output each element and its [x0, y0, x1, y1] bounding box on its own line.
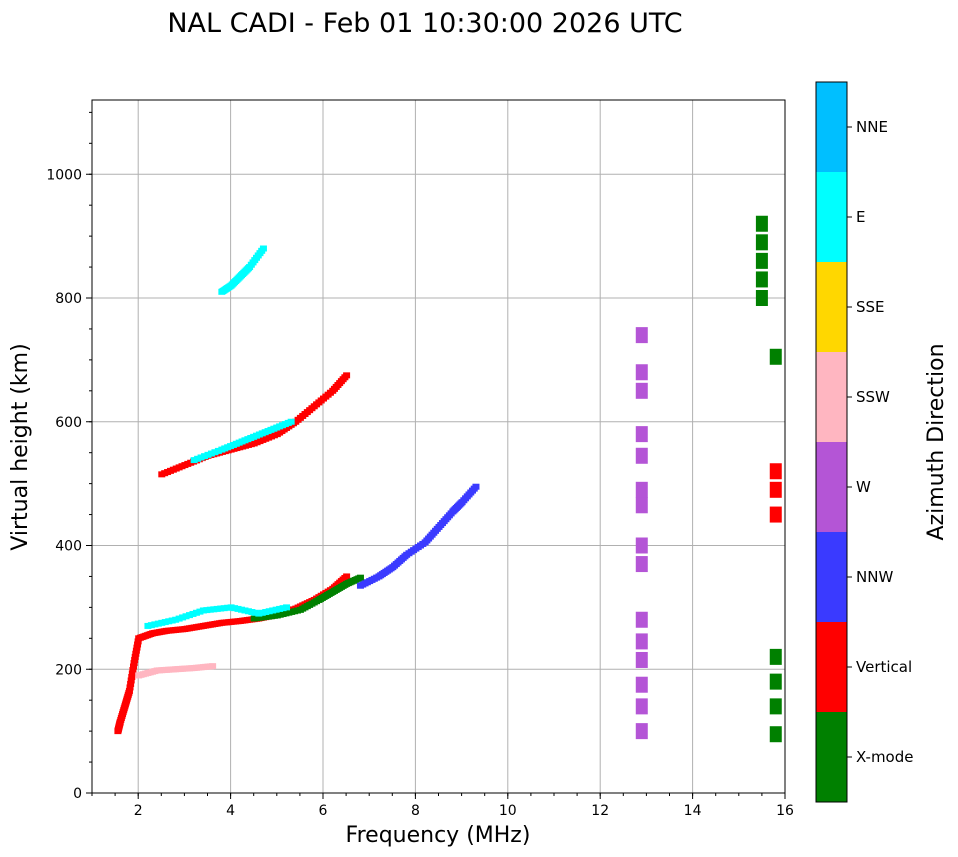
- x-tick-label: 16: [776, 803, 794, 819]
- x-tick-label: 10: [499, 803, 517, 819]
- echo-cell: [755, 252, 768, 269]
- colorbar-segment: [816, 622, 847, 712]
- echo-cell: [343, 573, 351, 580]
- echo-cell: [635, 633, 648, 650]
- y-axis-title: Virtual height (km): [8, 343, 33, 550]
- echo-cell: [635, 327, 648, 344]
- echo-cell: [769, 348, 782, 365]
- echo-cell: [769, 726, 782, 743]
- echo-cell: [356, 574, 364, 581]
- y-tick-label: 800: [55, 291, 82, 307]
- echo-cell: [472, 483, 480, 490]
- echo-cell: [769, 648, 782, 665]
- echo-cell: [132, 647, 140, 654]
- colorbar-segment: [816, 352, 847, 442]
- colorbar-label: X-mode: [856, 748, 913, 766]
- colorbar-label: SSW: [856, 388, 890, 406]
- echo-cell: [755, 234, 768, 251]
- y-tick-label: 400: [55, 539, 82, 555]
- echo-cell: [635, 651, 648, 668]
- x-tick-label: 2: [134, 803, 143, 819]
- echo-cell: [287, 418, 295, 425]
- colorbar-segment: [816, 442, 847, 532]
- echo-cell: [131, 656, 139, 663]
- colorbar-label: SSE: [856, 298, 885, 316]
- x-tick-label: 14: [684, 803, 702, 819]
- colorbar-title: Azimuth Direction: [924, 343, 949, 540]
- echo-cell: [755, 290, 768, 306]
- echo-cell: [134, 641, 142, 648]
- echo-cell: [127, 677, 135, 684]
- x-tick-label: 8: [411, 803, 420, 819]
- echo-cell: [635, 537, 648, 554]
- echo-cell: [209, 663, 217, 670]
- echo-cell: [129, 667, 137, 674]
- echo-cell: [635, 447, 648, 464]
- colorbar-label: NNW: [856, 568, 893, 586]
- echo-cell: [125, 687, 133, 694]
- x-tick-label: 4: [226, 803, 235, 819]
- echo-cell: [755, 215, 768, 232]
- echo-cell: [134, 638, 142, 645]
- echo-cell: [133, 644, 141, 651]
- x-axis-title: Frequency (MHz): [346, 823, 531, 848]
- echo-cell: [769, 673, 782, 690]
- echo-cell: [635, 611, 648, 628]
- colorbar-segment: [816, 82, 847, 172]
- echo-cell: [128, 670, 136, 677]
- x-tick-label: 12: [591, 803, 609, 819]
- echo-cell: [755, 271, 768, 288]
- echo-cell: [635, 426, 648, 443]
- echo-cell: [635, 382, 648, 399]
- echo-cell: [132, 650, 140, 657]
- y-tick-label: 0: [73, 786, 82, 802]
- colorbar-segment: [816, 262, 847, 352]
- echo-cell: [283, 604, 291, 611]
- echo-cell: [635, 723, 648, 740]
- echo-cell: [127, 680, 135, 687]
- echo-cell: [635, 364, 648, 381]
- echo-cell: [128, 673, 136, 680]
- echo-cell: [130, 663, 138, 670]
- y-tick-label: 1000: [46, 167, 82, 183]
- echo-cell: [130, 660, 138, 667]
- echo-cell: [769, 698, 782, 715]
- colorbar-segment: [816, 532, 847, 622]
- echo-cell: [769, 463, 782, 480]
- colorbar-label: W: [856, 478, 871, 496]
- colorbar-label: Vertical: [856, 658, 912, 676]
- echo-cell: [635, 556, 648, 573]
- echo-cell: [769, 481, 782, 498]
- chart-title: NAL CADI - Feb 01 10:30:00 2026 UTC: [167, 8, 682, 39]
- echo-cell: [131, 653, 139, 660]
- echo-cell: [635, 481, 648, 498]
- echo-cell: [635, 497, 648, 514]
- echo-cell: [259, 245, 267, 252]
- echo-cell: [769, 506, 782, 523]
- y-tick-label: 600: [55, 415, 82, 431]
- colorbar-segment: [816, 172, 847, 262]
- x-tick-label: 6: [319, 803, 328, 819]
- echo-cell: [343, 372, 351, 379]
- echo-cell: [126, 684, 134, 691]
- colorbar-label: NNE: [856, 118, 888, 136]
- echo-cell: [635, 676, 648, 693]
- y-tick-label: 200: [55, 662, 82, 678]
- echo-cell: [635, 698, 648, 715]
- colorbar-label: E: [856, 208, 865, 226]
- colorbar-frame: [815, 81, 848, 803]
- colorbar-segment: [816, 712, 847, 802]
